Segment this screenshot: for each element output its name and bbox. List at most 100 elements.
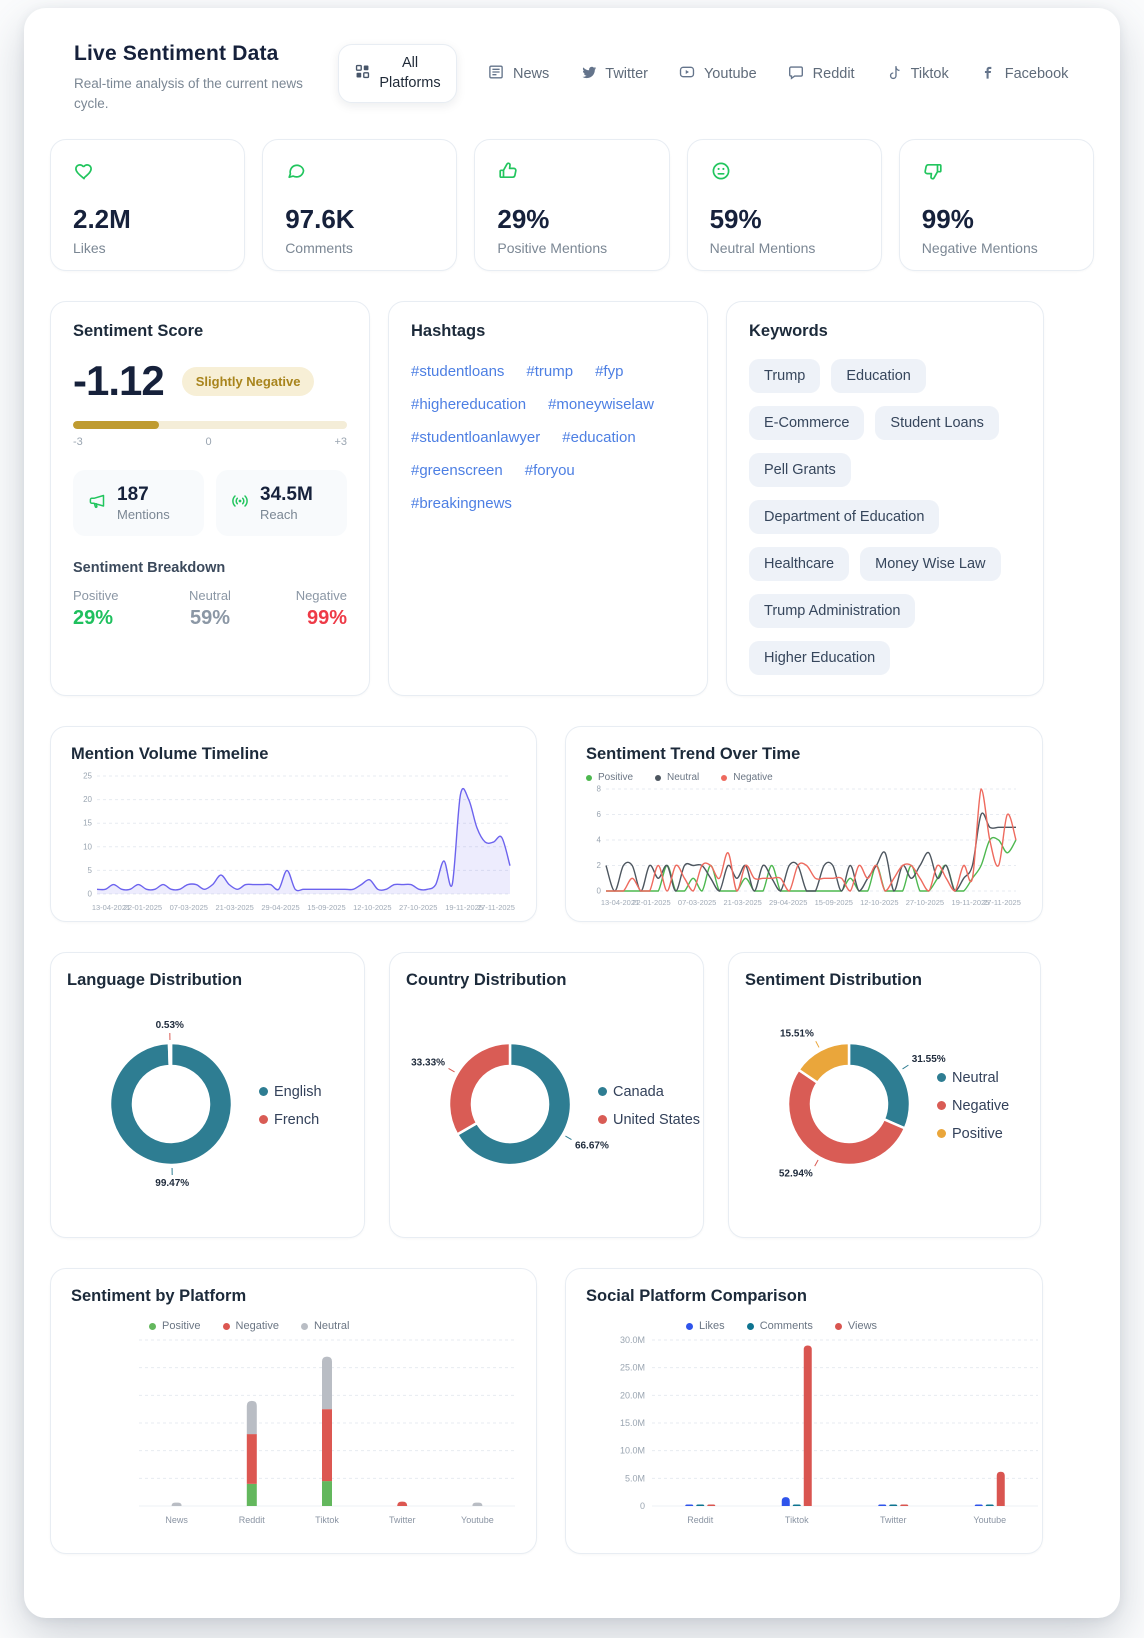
sentiment-breakdown: Positive 29% Neutral 59% Negative 99%: [73, 588, 347, 630]
neutral-face-icon: [710, 162, 732, 186]
legend-item: Comments: [746, 1320, 813, 1332]
legend-item: Positive: [586, 772, 633, 783]
svg-text:15.0M: 15.0M: [620, 1418, 645, 1428]
hashtag-link[interactable]: #breakingnews: [411, 495, 512, 513]
hashtag-link[interactable]: #studentloans: [411, 363, 505, 381]
svg-text:News: News: [165, 1515, 188, 1525]
legend-dot: [586, 774, 592, 781]
svg-text:99.47%: 99.47%: [155, 1178, 189, 1189]
page-subtitle: Real-time analysis of the current news c…: [74, 76, 303, 111]
tab-label: Youtube: [703, 65, 757, 82]
hashtag-link[interactable]: #foryou: [524, 462, 575, 480]
legend-label: Positive: [598, 772, 634, 784]
legend-item: English: [259, 1084, 322, 1100]
stat-card-positive-mentions: 29% Positive Mentions: [474, 139, 670, 272]
keyword-chip: Student Loans: [875, 406, 999, 441]
sentiment-by-platform-chart: News Reddit Tiktok Twitter Youtube: [123, 1332, 516, 1533]
hashtags-title: Hashtags: [411, 322, 486, 341]
svg-text:21-03-2025: 21-03-2025: [215, 903, 253, 912]
svg-text:30.0M: 30.0M: [620, 1335, 645, 1345]
svg-text:Youtube: Youtube: [461, 1515, 494, 1525]
tab-tiktok[interactable]: Tiktok: [885, 63, 949, 85]
youtube-icon: [678, 63, 696, 85]
legend-dot: [598, 1115, 607, 1125]
legend-dot: [259, 1115, 268, 1125]
platform-tabs: All Platforms News Twitter Youtube: [338, 44, 1068, 104]
hashtag-link[interactable]: #fyp: [595, 363, 624, 381]
svg-text:29-04-2025: 29-04-2025: [769, 898, 807, 907]
sentiment-by-platform-canvas: News Reddit Tiktok Twitter Youtube: [139, 1339, 515, 1525]
legend-dot: [300, 1322, 308, 1330]
legend-label: Positive: [952, 1125, 1003, 1142]
legend-item: Positive: [937, 1126, 1009, 1142]
legend-dot: [655, 774, 662, 781]
legend-item: Negative: [937, 1098, 1009, 1114]
mentions-label: Mentions: [117, 507, 170, 523]
stat-label: Likes: [73, 240, 106, 257]
gauge-max: +3: [334, 436, 347, 449]
country-donut-chart: 66.67% 33.33%: [406, 996, 614, 1215]
legend-dot: [937, 1101, 946, 1111]
svg-text:0: 0: [597, 887, 602, 896]
svg-text:Reddit: Reddit: [687, 1515, 714, 1525]
tab-all-platforms[interactable]: All Platforms: [338, 44, 457, 104]
dashboard: Live Sentiment Data Real-time analysis o…: [24, 8, 1120, 1618]
hashtag-link[interactable]: #greenscreen: [411, 462, 503, 480]
legend-label: Views: [847, 1320, 878, 1333]
reach-box: 34.5M Reach: [216, 470, 347, 537]
stat-label: Positive Mentions: [497, 240, 608, 257]
keywords-card: Keywords Trump Education E-Commerce Student…: [726, 301, 1044, 697]
tiktok-icon: [885, 63, 903, 85]
heart-icon: [73, 164, 95, 186]
legend-item: Negative: [222, 1320, 279, 1332]
svg-text:13-04-2021: 13-04-2021: [601, 898, 639, 907]
svg-text:0: 0: [640, 1501, 645, 1511]
legend-dot: [686, 1322, 693, 1330]
social-platform-comparison-legend: Likes Comments Views: [686, 1320, 1022, 1332]
platform-row: Sentiment by Platform Positive Negative Ne…: [50, 1268, 1094, 1555]
hashtag-link[interactable]: #trump: [526, 363, 574, 381]
tab-youtube[interactable]: Youtube: [678, 63, 757, 85]
reach-value: 34.5M: [260, 484, 313, 506]
sentiment-distribution-canvas: 31.55% 52.94% 15.51%: [779, 1029, 946, 1180]
hashtag-link[interactable]: #highereducation: [411, 396, 527, 414]
reddit-icon: [787, 63, 805, 85]
sentiment-trend-chart: 0 2 4 6 8 13-04-2021 22-01-2025 07-03-2025 21-03…: [586, 783, 1022, 914]
timeline-row: Mention Volume Timeline 0 5 10 15 20 25 13-04-…: [50, 726, 1094, 923]
legend-item: Neutral: [655, 772, 699, 783]
legend-label: Likes: [699, 1320, 725, 1333]
keyword-chip: Money Wise Law: [860, 547, 1001, 582]
svg-text:21-03-2025: 21-03-2025: [723, 898, 761, 907]
tab-reddit[interactable]: Reddit: [787, 63, 855, 85]
svg-text:8: 8: [597, 785, 602, 794]
svg-text:29-04-2025: 29-04-2025: [261, 903, 299, 912]
legend-label: Negative: [733, 772, 773, 784]
breakdown-label: Negative: [295, 588, 347, 604]
keyword-chip: Education: [831, 359, 926, 394]
country-distribution-card: Country Distribution 66.67% 33.33% Canada…: [389, 952, 704, 1239]
keyword-chip: E-Commerce: [749, 406, 865, 441]
sentiment-by-platform-legend: Positive Negative Neutral: [149, 1320, 516, 1332]
legend-dot: [222, 1322, 230, 1330]
tab-label: All Platforms: [379, 55, 441, 91]
sentiment-by-platform-title: Sentiment by Platform: [71, 1287, 247, 1306]
social-platform-comparison-title: Social Platform Comparison: [586, 1287, 807, 1306]
svg-text:27-10-2025: 27-10-2025: [906, 898, 944, 907]
sentiment-gauge-fill: [73, 421, 159, 430]
stats-row: 2.2M Likes 97.6K Comments 29% Positive M…: [50, 139, 1094, 272]
breakdown-label: Neutral: [189, 588, 231, 604]
stat-label: Comments: [285, 240, 353, 257]
tab-twitter[interactable]: Twitter: [579, 63, 648, 85]
legend-dot: [937, 1073, 946, 1083]
sentiment-gauge: [73, 421, 347, 430]
hashtag-link[interactable]: #studentloanlawyer: [411, 429, 541, 447]
svg-text:15: 15: [83, 819, 92, 828]
country-distribution-canvas: 66.67% 33.33%: [411, 1041, 609, 1167]
sentiment-trend-card: Sentiment Trend Over Time Positive Neutra…: [565, 726, 1043, 923]
hashtag-link[interactable]: #education: [562, 429, 636, 447]
tab-facebook[interactable]: Facebook: [979, 63, 1068, 85]
svg-text:15-09-2025: 15-09-2025: [307, 903, 345, 912]
tab-news[interactable]: News: [487, 63, 549, 85]
hashtag-link[interactable]: #moneywiselaw: [548, 396, 654, 414]
stat-value: 59%: [709, 204, 762, 235]
